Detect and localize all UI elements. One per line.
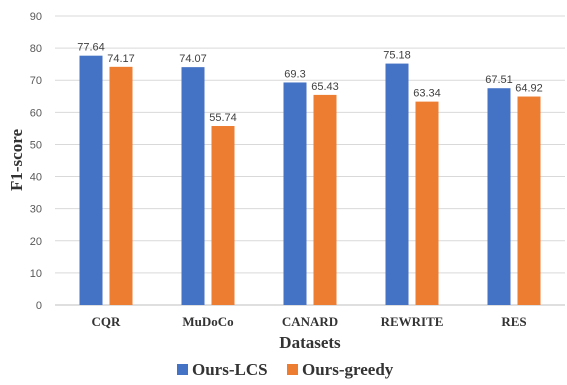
data-label: 65.43 (311, 81, 339, 93)
x-tick-label: MuDoCo (182, 314, 233, 329)
y-tick-label: 60 (30, 107, 42, 119)
y-tick-label: 20 (30, 236, 42, 248)
legend-swatch (177, 364, 188, 375)
x-tick-label: CANARD (282, 314, 338, 329)
data-label: 67.51 (485, 74, 513, 86)
bar-ours-lcs (79, 55, 103, 306)
x-tick-label: CQR (92, 314, 122, 329)
legend-swatch (287, 364, 298, 375)
legend-label: Ours-greedy (302, 360, 394, 379)
legend-label: Ours-LCS (192, 360, 268, 379)
bar-ours-greedy (415, 101, 439, 306)
data-label: 63.34 (413, 88, 441, 100)
data-label: 74.17 (107, 53, 135, 65)
bar-ours-greedy (517, 96, 541, 305)
data-label: 55.74 (209, 112, 237, 124)
x-axis-title: Datasets (279, 333, 341, 352)
y-axis-title: F1-score (7, 129, 26, 191)
x-axis-categories: CQR MuDoCo CANARD REWRITE RES (92, 314, 527, 329)
x-tick-label: REWRITE (381, 314, 444, 329)
y-tick-label: 70 (30, 75, 42, 87)
y-tick-label: 30 (30, 204, 42, 216)
y-tick-label: 10 (30, 268, 42, 280)
x-tick-label: RES (501, 314, 526, 329)
data-label: 69.3 (284, 68, 305, 80)
data-label: 77.64 (77, 42, 105, 54)
bar-ours-lcs (487, 88, 511, 305)
y-tick-label: 50 (30, 139, 42, 151)
data-label: 75.18 (383, 50, 411, 62)
data-label: 74.07 (179, 53, 207, 65)
y-tick-label: 40 (30, 172, 42, 184)
bar-ours-lcs (181, 67, 205, 305)
y-axis-ticks: 0 10 20 30 40 50 60 70 80 90 (30, 11, 42, 312)
bar-ours-greedy (313, 94, 337, 305)
y-tick-label: 0 (36, 300, 42, 312)
bar-ours-lcs (385, 63, 409, 305)
gridlines (55, 15, 565, 306)
data-label: 64.92 (515, 83, 543, 95)
bar-ours-greedy (211, 126, 235, 305)
y-tick-label: 80 (30, 43, 42, 55)
bar-ours-lcs (283, 82, 307, 305)
y-tick-label: 90 (30, 11, 42, 23)
bars (79, 55, 541, 306)
legend: Ours-LCS Ours-greedy (177, 360, 394, 379)
bar-ours-greedy (109, 66, 133, 306)
